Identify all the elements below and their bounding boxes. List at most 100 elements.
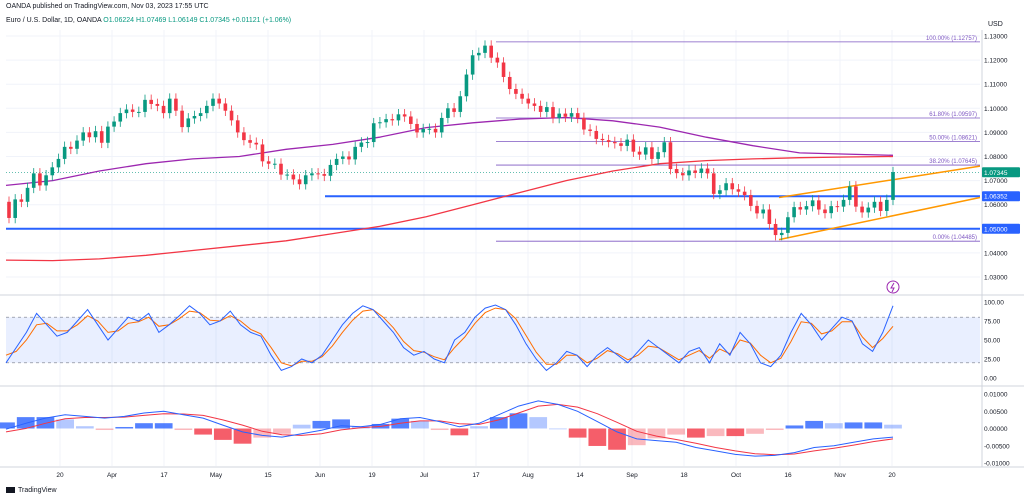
moving-average-line xyxy=(5,155,894,262)
candle-body xyxy=(124,109,129,114)
candle-body xyxy=(575,113,580,118)
candle-body xyxy=(223,103,228,111)
x-tick-label: Aug xyxy=(522,472,534,479)
candle-body xyxy=(279,163,283,175)
candle-body xyxy=(637,151,642,155)
price-tick-label: 1.12000 xyxy=(984,58,1008,65)
fibonacci-level-label: 50.00% (1.08621) xyxy=(929,136,977,142)
candle-body xyxy=(25,187,30,202)
macd-line xyxy=(5,400,894,457)
price-label-text: 1.07345 xyxy=(984,170,1008,177)
macd-histogram-bar xyxy=(765,428,784,431)
candle-body xyxy=(458,96,463,112)
candle-body xyxy=(446,108,450,118)
candle-body xyxy=(328,164,333,176)
candle-body xyxy=(736,189,741,192)
candle-body xyxy=(477,52,481,56)
candle-body xyxy=(891,172,895,200)
candle-body xyxy=(198,113,203,117)
macd-histogram-bar xyxy=(253,428,272,438)
macd-signal-line xyxy=(5,403,894,456)
x-tick-label: Sep xyxy=(626,472,638,479)
candle-body xyxy=(878,201,883,211)
candle-body xyxy=(260,144,265,162)
macd-histogram-bar xyxy=(194,428,212,435)
candle-body xyxy=(755,205,759,214)
candle-body xyxy=(291,174,296,180)
candle-body xyxy=(38,173,42,186)
candle-body xyxy=(452,108,456,112)
macd-histogram-bar xyxy=(549,428,567,430)
macd-histogram-bar xyxy=(509,413,528,429)
macd-histogram-bar xyxy=(844,422,863,429)
candle-body xyxy=(582,117,586,130)
x-tick-label: 17 xyxy=(160,472,168,479)
candle-body xyxy=(742,191,747,196)
candle-body xyxy=(390,119,395,121)
price-tick-label: 1.04000 xyxy=(984,250,1008,257)
candle-body xyxy=(681,173,685,176)
candle-body xyxy=(693,170,697,173)
price-tick-label: 1.13000 xyxy=(984,34,1008,41)
fibonacci-level-label: 61.80% (1.09597) xyxy=(929,112,977,118)
candle-body xyxy=(613,142,617,144)
candle-body xyxy=(396,114,401,121)
candle-body xyxy=(167,98,172,114)
candle-body xyxy=(427,128,432,130)
price-label-box xyxy=(982,167,1020,178)
x-tick-label: Apr xyxy=(107,472,118,479)
candle-body xyxy=(93,131,98,138)
candle-body xyxy=(557,113,561,118)
candle-body xyxy=(347,156,351,160)
candle-body xyxy=(31,173,36,188)
candle-body xyxy=(532,103,537,106)
brand-name: TradingView xyxy=(18,487,57,494)
candle-body xyxy=(378,122,382,124)
candle-body xyxy=(353,146,357,160)
candle-body xyxy=(594,130,599,139)
candle-body xyxy=(551,107,555,118)
candle-body xyxy=(118,113,123,122)
macd-histogram-bar xyxy=(824,423,843,429)
macd-histogram-bar xyxy=(706,428,725,437)
channel-upper-line xyxy=(778,165,981,199)
macd-histogram-bar xyxy=(529,417,548,429)
x-tick-label: 14 xyxy=(576,472,584,479)
publisher-credit: OANDA published on TradingView.com, Nov … xyxy=(6,3,209,10)
candle-body xyxy=(650,147,654,159)
candle-body xyxy=(137,111,141,113)
candle-body xyxy=(489,45,493,58)
candle-body xyxy=(303,175,308,185)
candle-body xyxy=(75,140,79,149)
candle-body xyxy=(705,168,710,174)
macd-histogram-bar xyxy=(332,419,350,429)
macd-tick-label: -0.01000 xyxy=(984,461,1010,468)
rsi-band xyxy=(6,317,980,363)
candle-body xyxy=(409,116,413,124)
rsi-signal-line xyxy=(5,307,894,367)
macd-histogram-bar xyxy=(430,428,449,431)
candle-body xyxy=(687,170,691,176)
x-tick-label: Jul xyxy=(420,472,429,479)
candle-body xyxy=(625,139,629,146)
price-label-text: 1.05000 xyxy=(984,226,1008,233)
macd-histogram-bar xyxy=(135,423,153,429)
candle-body xyxy=(600,138,605,141)
fibonacci-level-label: 100.00% (1.12757) xyxy=(926,36,977,42)
candle-body xyxy=(273,163,277,165)
candle-body xyxy=(81,132,85,141)
macd-tick-label: 0.00000 xyxy=(984,426,1008,433)
macd-histogram-bar xyxy=(746,428,764,434)
ohlc-values: O1.06224 H1.07469 L1.06149 C1.07345 +0.0… xyxy=(103,17,292,24)
macd-histogram-bar xyxy=(805,420,824,429)
price-tick-label: 1.10000 xyxy=(984,106,1008,113)
candle-body xyxy=(749,195,753,206)
candle-body xyxy=(192,116,197,119)
candle-body xyxy=(211,98,215,106)
macd-tick-label: -0.00500 xyxy=(984,443,1010,450)
candle-body xyxy=(69,146,73,149)
price-label-box xyxy=(982,191,1020,202)
lightning-icon[interactable] xyxy=(886,280,900,294)
candle-body xyxy=(464,74,469,97)
